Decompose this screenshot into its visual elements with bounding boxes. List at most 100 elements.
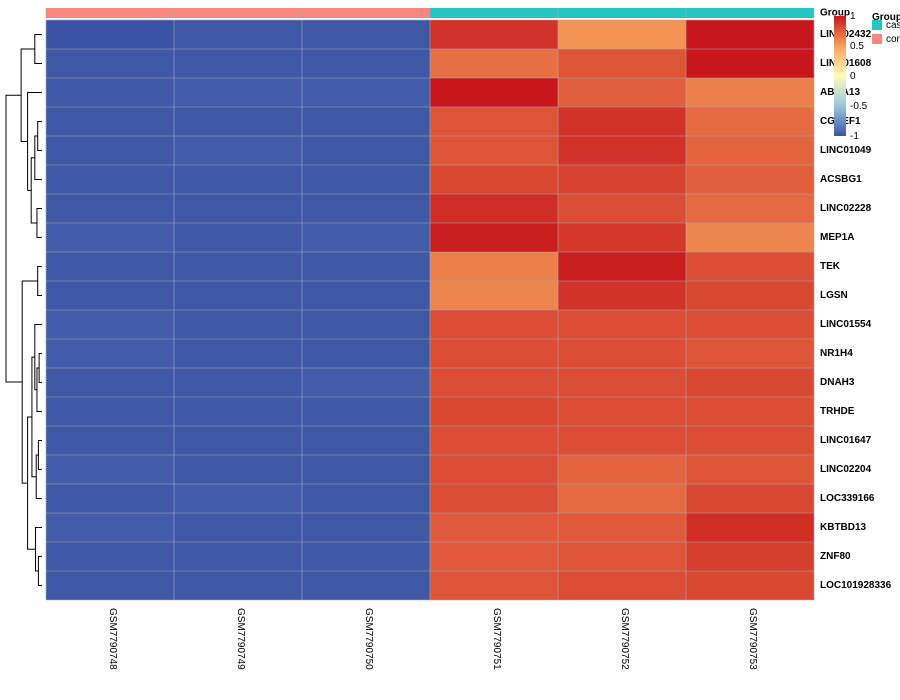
- heatmap-cell: [558, 78, 686, 107]
- heatmap-cell: [558, 107, 686, 136]
- dendro-branch: [39, 354, 42, 383]
- dendro-branch: [38, 557, 42, 586]
- colorbar: [834, 16, 846, 136]
- dendro-branch: [22, 281, 37, 483]
- row-label: KBTBD13: [820, 522, 867, 533]
- column-label: GSM7790750: [363, 608, 374, 670]
- dendro-branch: [38, 267, 42, 296]
- heatmap-cell: [558, 426, 686, 455]
- heatmap-cell: [558, 20, 686, 49]
- heatmap-cell: [174, 78, 302, 107]
- column-labels: GSM7790748GSM7790749GSM7790750GSM7790751…: [107, 608, 758, 670]
- heatmap-cell: [174, 426, 302, 455]
- group-annotation-cell: [430, 8, 558, 18]
- heatmap-cell: [302, 397, 430, 426]
- heatmap-cell: [430, 49, 558, 78]
- heatmap-cell: [686, 339, 814, 368]
- heatmap-cell: [430, 194, 558, 223]
- heatmap-cell: [558, 165, 686, 194]
- heatmap-figure: GroupLINC02432LINC01608ABCA13CGREF1LINC0…: [0, 0, 900, 700]
- heatmap-cell: [46, 252, 174, 281]
- colorbar-tick: 0.5: [850, 41, 864, 52]
- heatmap-cell: [430, 542, 558, 571]
- colorbar-tick: -0.5: [850, 101, 868, 112]
- heatmap-cell: [302, 223, 430, 252]
- heatmap-cell: [46, 513, 174, 542]
- heatmap-cell: [174, 397, 302, 426]
- heatmap-cell: [46, 426, 174, 455]
- row-label: LOC339166: [820, 493, 875, 504]
- heatmap-cell: [302, 136, 430, 165]
- heatmap-cell: [302, 165, 430, 194]
- heatmap-cell: [558, 281, 686, 310]
- heatmap-cell: [174, 20, 302, 49]
- dendro-branch: [38, 122, 42, 151]
- column-label: GSM7790749: [235, 608, 246, 670]
- heatmap-cell: [558, 571, 686, 600]
- heatmap-cell: [430, 136, 558, 165]
- heatmap-cell: [686, 49, 814, 78]
- heatmap-cell: [430, 571, 558, 600]
- heatmap-cell: [430, 78, 558, 107]
- heatmap-cell: [686, 310, 814, 339]
- group-legend-swatch: [872, 34, 882, 44]
- row-label: NR1H4: [820, 348, 853, 359]
- heatmap-cell: [302, 339, 430, 368]
- heatmap-cell: [302, 368, 430, 397]
- heatmap-cell: [430, 339, 558, 368]
- heatmap-cell: [46, 49, 174, 78]
- heatmap-cell: [558, 397, 686, 426]
- colorbar-tick: 1: [850, 11, 856, 22]
- dendro-branch: [38, 441, 42, 470]
- heatmap-cell: [558, 368, 686, 397]
- group-legend-label: control: [886, 34, 900, 45]
- colorbar-tick: -1: [850, 131, 859, 142]
- dendro-branch: [32, 357, 36, 477]
- heatmap-cell: [558, 484, 686, 513]
- group-annotation-cell: [686, 8, 814, 18]
- row-label: LINC02228: [820, 203, 872, 214]
- group-annotation-cell: [174, 8, 302, 18]
- heatmap-cell: [686, 136, 814, 165]
- heatmap-cell: [174, 223, 302, 252]
- heatmap-cell: [46, 339, 174, 368]
- heatmap-cell: [686, 20, 814, 49]
- heatmap-cell: [430, 397, 558, 426]
- row-label: LINC02204: [820, 464, 872, 475]
- colorbar-tick: 0: [850, 71, 856, 82]
- heatmap-cell: [174, 107, 302, 136]
- heatmap-cell: [46, 194, 174, 223]
- heatmap-cell: [558, 513, 686, 542]
- heatmap-cell: [46, 136, 174, 165]
- heatmap-cell: [302, 542, 430, 571]
- heatmap-cell: [686, 194, 814, 223]
- heatmap-cell: [686, 542, 814, 571]
- heatmap-cell: [686, 368, 814, 397]
- heatmap-cell: [686, 252, 814, 281]
- heatmap-cell: [686, 571, 814, 600]
- heatmap-cell: [46, 281, 174, 310]
- group-legend-label: case: [886, 20, 900, 31]
- heatmap-cell: [430, 20, 558, 49]
- heatmap-cell: [174, 165, 302, 194]
- row-dendrogram: [6, 35, 42, 586]
- dendro-branch: [37, 209, 42, 238]
- group-annotation-cell: [46, 8, 174, 18]
- column-label: GSM7790748: [107, 608, 118, 670]
- heatmap-cell: [174, 339, 302, 368]
- heatmap-cell: [686, 455, 814, 484]
- heatmap-cell: [174, 281, 302, 310]
- row-labels: LINC02432LINC01608ABCA13CGREF1LINC01049A…: [820, 29, 892, 591]
- heatmap-cell: [430, 107, 558, 136]
- row-label: ZNF80: [820, 551, 851, 562]
- row-label: TEK: [820, 261, 841, 272]
- heatmap-cell: [46, 165, 174, 194]
- heatmap-cell: [174, 136, 302, 165]
- heatmap-cell: [686, 397, 814, 426]
- row-label: MEP1A: [820, 232, 854, 243]
- row-label: LOC101928336: [820, 580, 892, 591]
- heatmap-cell: [558, 542, 686, 571]
- heatmap-cell: [302, 107, 430, 136]
- heatmap-cell: [430, 165, 558, 194]
- heatmap-cell: [46, 20, 174, 49]
